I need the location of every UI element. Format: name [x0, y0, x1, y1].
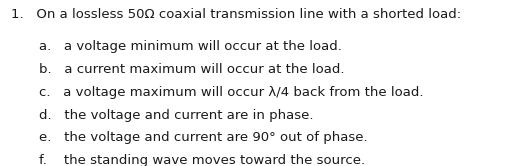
Text: b.   a current maximum will occur at the load.: b. a current maximum will occur at the l…	[39, 63, 344, 76]
Text: 1.   On a lossless 50Ω coaxial transmission line with a shorted load:: 1. On a lossless 50Ω coaxial transmissio…	[11, 8, 462, 21]
Text: a.   a voltage minimum will occur at the load.: a. a voltage minimum will occur at the l…	[39, 40, 342, 53]
Text: e.   the voltage and current are 90° out of phase.: e. the voltage and current are 90° out o…	[39, 131, 368, 144]
Text: d.   the voltage and current are in phase.: d. the voltage and current are in phase.	[39, 109, 313, 122]
Text: c.   a voltage maximum will occur λ/4 back from the load.: c. a voltage maximum will occur λ/4 back…	[39, 86, 423, 99]
Text: f.    the standing wave moves toward the source.: f. the standing wave moves toward the so…	[39, 154, 365, 166]
